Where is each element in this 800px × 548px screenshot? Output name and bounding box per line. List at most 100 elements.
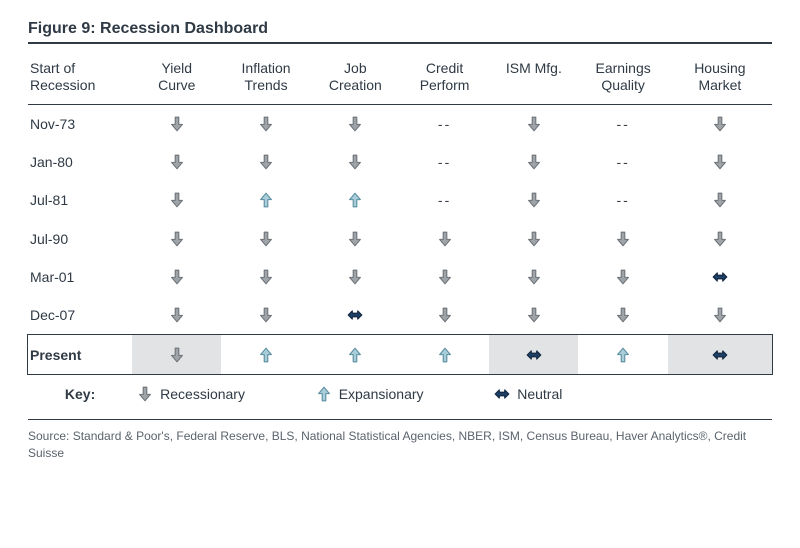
down-arrow-icon	[711, 191, 729, 209]
neutral-arrow-icon	[711, 346, 729, 364]
indicator-cell	[489, 335, 578, 374]
down-arrow-icon	[525, 191, 543, 209]
down-arrow-icon	[168, 191, 186, 209]
indicator-cell	[221, 335, 310, 374]
legend-item: Neutral	[489, 374, 772, 413]
neutral-arrow-icon	[711, 268, 729, 286]
indicator-cell: --	[578, 143, 667, 181]
row-label: Mar-01	[28, 258, 132, 296]
na-indicator: --	[616, 192, 629, 208]
down-arrow-icon	[346, 153, 364, 171]
indicator-cell	[132, 258, 221, 296]
down-arrow-icon	[168, 346, 186, 364]
down-arrow-icon	[525, 230, 543, 248]
row-label: Jan-80	[28, 143, 132, 181]
legend-text: Neutral	[517, 386, 562, 402]
up-arrow-icon	[614, 346, 632, 364]
neutral-arrow-icon	[346, 306, 364, 324]
indicator-cell	[311, 104, 400, 143]
indicator-cell	[132, 143, 221, 181]
recession-dashboard-table: Start ofRecessionYieldCurveInflationTren…	[28, 50, 772, 413]
down-arrow-icon	[346, 268, 364, 286]
up-arrow-icon	[346, 346, 364, 364]
down-arrow-icon	[168, 153, 186, 171]
col-header: HousingMarket	[668, 50, 772, 104]
indicator-cell	[578, 258, 667, 296]
indicator-cell	[311, 181, 400, 219]
indicator-cell: --	[578, 181, 667, 219]
indicator-cell	[668, 143, 772, 181]
legend-item: Recessionary	[132, 374, 311, 413]
indicator-cell	[668, 219, 772, 257]
down-arrow-icon	[257, 153, 275, 171]
up-arrow-icon	[346, 191, 364, 209]
legend-text: Expansionary	[339, 386, 424, 402]
down-arrow-icon	[436, 268, 454, 286]
figure-title: Figure 9: Recession Dashboard	[28, 20, 772, 44]
indicator-cell	[311, 219, 400, 257]
down-arrow-icon	[711, 306, 729, 324]
na-indicator: --	[616, 116, 629, 132]
table-row: Dec-07	[28, 296, 772, 335]
indicator-cell	[668, 258, 772, 296]
down-arrow-icon	[525, 306, 543, 324]
indicator-cell	[221, 258, 310, 296]
down-arrow-icon	[525, 115, 543, 133]
legend-text: Recessionary	[160, 386, 245, 402]
indicator-cell	[221, 104, 310, 143]
table-row: Jul-81 -- --	[28, 181, 772, 219]
down-arrow-icon	[614, 306, 632, 324]
down-arrow-icon	[168, 230, 186, 248]
col-header: InflationTrends	[221, 50, 310, 104]
down-arrow-icon	[614, 268, 632, 286]
indicator-cell	[668, 296, 772, 335]
indicator-cell	[311, 258, 400, 296]
up-arrow-icon	[436, 346, 454, 364]
source-note: Source: Standard & Poor's, Federal Reser…	[28, 419, 772, 462]
indicator-cell	[221, 296, 310, 335]
indicator-cell	[221, 219, 310, 257]
down-arrow-icon	[257, 115, 275, 133]
table-row-present: Present	[28, 335, 772, 374]
indicator-cell	[489, 296, 578, 335]
indicator-cell	[132, 181, 221, 219]
indicator-cell: --	[578, 104, 667, 143]
down-arrow-icon	[436, 230, 454, 248]
col-header: CreditPerform	[400, 50, 489, 104]
indicator-cell	[578, 219, 667, 257]
indicator-cell	[132, 296, 221, 335]
down-arrow-icon	[525, 268, 543, 286]
indicator-cell	[668, 104, 772, 143]
indicator-cell: --	[400, 181, 489, 219]
down-arrow-icon	[257, 306, 275, 324]
indicator-cell	[221, 181, 310, 219]
indicator-cell: --	[400, 104, 489, 143]
indicator-cell	[400, 258, 489, 296]
down-arrow-icon	[711, 230, 729, 248]
row-label: Jul-81	[28, 181, 132, 219]
indicator-cell	[668, 181, 772, 219]
row-label: Dec-07	[28, 296, 132, 335]
down-arrow-icon	[711, 153, 729, 171]
down-arrow-icon	[168, 115, 186, 133]
indicator-cell	[311, 296, 400, 335]
col-header: ISM Mfg.	[489, 50, 578, 104]
row-label: Nov-73	[28, 104, 132, 143]
row-label: Present	[28, 335, 132, 374]
down-arrow-icon	[136, 385, 154, 403]
row-label: Jul-90	[28, 219, 132, 257]
legend-row: Key:RecessionaryExpansionaryNeutral	[28, 374, 772, 413]
down-arrow-icon	[525, 153, 543, 171]
down-arrow-icon	[168, 268, 186, 286]
up-arrow-icon	[257, 191, 275, 209]
col-header: EarningsQuality	[578, 50, 667, 104]
na-indicator: --	[438, 154, 451, 170]
col-header: YieldCurve	[132, 50, 221, 104]
down-arrow-icon	[436, 306, 454, 324]
indicator-cell	[489, 181, 578, 219]
indicator-cell	[489, 143, 578, 181]
indicator-cell	[132, 104, 221, 143]
down-arrow-icon	[614, 230, 632, 248]
down-arrow-icon	[346, 230, 364, 248]
indicator-cell	[132, 335, 221, 374]
